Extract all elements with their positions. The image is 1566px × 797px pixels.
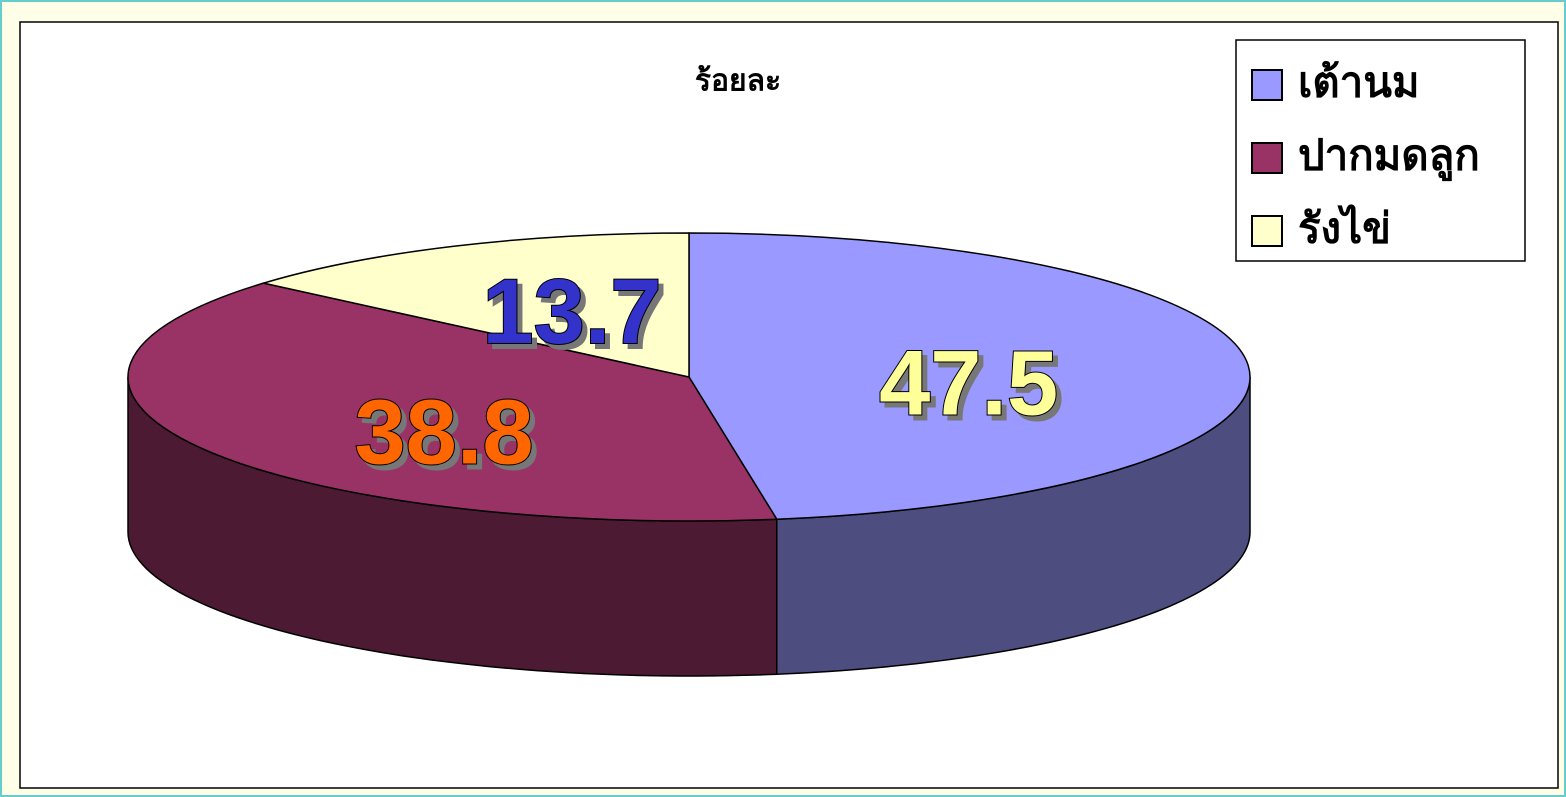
- legend: [1235, 39, 1526, 262]
- legend-swatch: [1251, 142, 1283, 174]
- legend-label: ปากมดลูก: [1298, 131, 1480, 182]
- pie-slice: [688, 232, 1251, 520]
- legend-label: รังไข่: [1298, 204, 1391, 253]
- legend-swatch: [1251, 69, 1283, 101]
- data-label: 38.8: [355, 381, 534, 483]
- chart-title: ร้อยละ: [695, 64, 781, 99]
- data-label: 13.7: [482, 261, 661, 363]
- pie-slice: [260, 232, 690, 378]
- legend-label: เต้านม: [1298, 58, 1420, 107]
- pie-slice: [127, 282, 779, 522]
- pie: [127, 232, 1251, 677]
- legend-swatch: [1251, 215, 1283, 247]
- data-label: 47.5: [879, 333, 1058, 435]
